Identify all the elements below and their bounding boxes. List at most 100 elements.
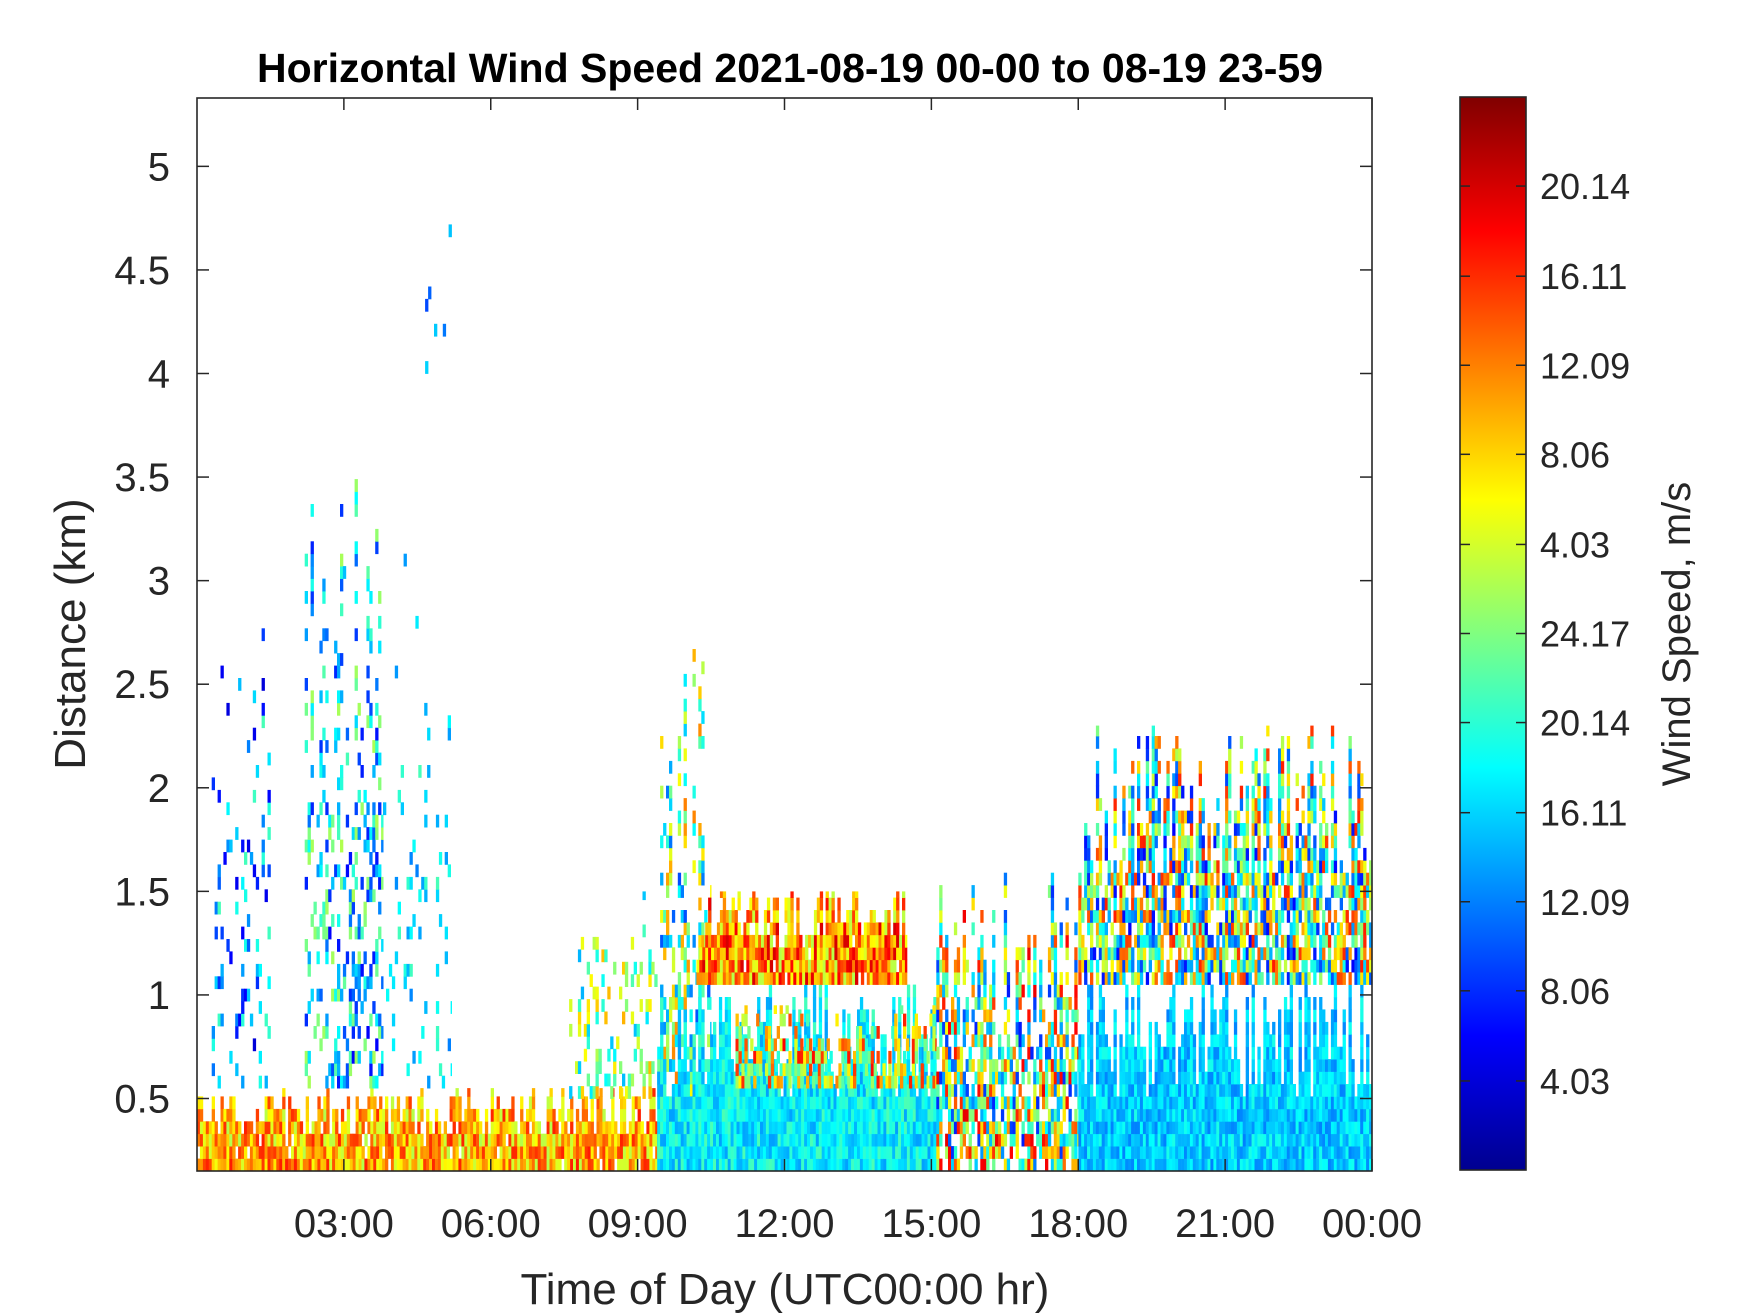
heatmap-cell — [1342, 1084, 1346, 1097]
heatmap-cell — [708, 897, 712, 911]
heatmap-cell — [1345, 1121, 1349, 1135]
heatmap-cell — [258, 1075, 262, 1089]
heatmap-cell — [1000, 1133, 1005, 1147]
heatmap-cell — [345, 752, 350, 766]
heatmap-cell — [771, 1121, 776, 1135]
heatmap-cell — [695, 1009, 699, 1023]
heatmap-cell — [304, 591, 308, 604]
heatmap-cell — [836, 1158, 840, 1172]
heatmap-cell — [918, 1158, 922, 1172]
heatmap-cell — [334, 640, 338, 654]
heatmap-cell — [763, 1084, 767, 1097]
heatmap-cell — [1125, 872, 1129, 886]
heatmap-cell — [296, 1108, 301, 1122]
heatmap-cell — [733, 1084, 737, 1097]
heatmap-cell — [1369, 1121, 1373, 1135]
heatmap-cell — [452, 1108, 456, 1122]
heatmap-cell — [948, 1158, 952, 1172]
heatmap-cell — [273, 1133, 277, 1147]
heatmap-cell — [1195, 1146, 1199, 1159]
heatmap-cell — [619, 1061, 623, 1074]
heatmap-cell — [584, 1158, 588, 1172]
heatmap-cell — [631, 1108, 635, 1122]
heatmap-cell — [534, 1158, 539, 1172]
heatmap-cell — [1125, 1133, 1129, 1147]
heatmap-cell — [765, 1158, 770, 1172]
heatmap-cell — [1092, 1133, 1097, 1147]
heatmap-cell — [1339, 1046, 1343, 1060]
heatmap-cell — [683, 1096, 687, 1110]
heatmap-cell — [1222, 1021, 1226, 1035]
heatmap-cell — [704, 1146, 708, 1159]
heatmap-cell — [821, 1158, 825, 1172]
heatmap-cell — [1110, 1133, 1114, 1147]
heatmap-cell — [842, 1059, 846, 1072]
heatmap-cell — [1000, 1084, 1005, 1097]
heatmap-cell — [1148, 1158, 1152, 1172]
heatmap-cell — [291, 1108, 295, 1122]
heatmap-cell — [1251, 1096, 1255, 1110]
heatmap-cell — [304, 839, 308, 853]
heatmap-cell — [543, 1133, 547, 1147]
heatmap-cell — [710, 1084, 714, 1097]
heatmap-cell — [875, 947, 879, 961]
heatmap-cell — [334, 1063, 338, 1077]
heatmap-cell — [786, 1096, 790, 1110]
heatmap-cell — [849, 972, 853, 985]
heatmap-cell — [261, 715, 265, 729]
heatmap-cell — [310, 578, 314, 592]
heatmap-cell — [677, 997, 682, 1010]
heatmap-cell — [1131, 1009, 1135, 1023]
heatmap-cell — [1236, 1096, 1241, 1110]
heatmap-cell — [1154, 1059, 1158, 1072]
heatmap-cell — [736, 1146, 740, 1159]
heatmap-cell — [255, 939, 260, 952]
heatmap-cell — [921, 1121, 925, 1135]
heatmap-cell — [892, 1121, 896, 1135]
heatmap-cell — [1101, 972, 1105, 985]
heatmap-cell — [552, 1121, 556, 1135]
heatmap-cell — [1280, 1158, 1285, 1172]
heatmap-cell — [794, 1050, 798, 1064]
heatmap-cell — [933, 1133, 937, 1147]
heatmap-cell — [1178, 1108, 1182, 1122]
heatmap-cell — [1107, 1046, 1111, 1060]
heatmap-cell — [1128, 785, 1132, 799]
heatmap-cell — [669, 847, 673, 861]
heatmap-cell — [643, 1158, 647, 1172]
heatmap-cell — [1369, 1133, 1373, 1147]
heatmap-cell — [771, 1108, 776, 1122]
heatmap-cell — [1289, 1096, 1293, 1110]
heatmap-cell — [1131, 897, 1135, 911]
heatmap-cell — [887, 959, 891, 973]
heatmap-cell — [815, 1121, 820, 1135]
heatmap-cell — [1113, 1146, 1117, 1159]
heatmap-cell — [211, 1063, 215, 1077]
heatmap-cell — [1110, 1158, 1114, 1172]
heatmap-cell — [580, 936, 585, 950]
heatmap-cell — [743, 947, 747, 961]
heatmap-cell — [959, 1146, 964, 1159]
heatmap-cell — [1137, 922, 1141, 936]
heatmap-cell — [1116, 1133, 1120, 1147]
heatmap-cell — [857, 1146, 861, 1159]
heatmap-cell — [549, 1121, 553, 1135]
heatmap-cell — [871, 1133, 875, 1147]
heatmap-cell — [942, 1071, 946, 1085]
heatmap-cell — [1369, 1108, 1373, 1122]
heatmap-cell — [345, 864, 350, 878]
heatmap-cell — [669, 798, 673, 811]
heatmap-cell — [354, 802, 358, 816]
heatmap-cell — [1198, 1096, 1202, 1110]
heatmap-cell — [1095, 885, 1100, 898]
heatmap-cell — [620, 1096, 624, 1110]
heatmap-cell — [1116, 947, 1120, 961]
heatmap-cell — [1042, 1071, 1046, 1085]
heatmap-cell — [1251, 1009, 1255, 1023]
heatmap-cell — [680, 910, 684, 923]
heatmap-cell — [279, 1108, 283, 1122]
heatmap-cell — [1222, 1096, 1226, 1110]
heatmap-cell — [1233, 1009, 1238, 1023]
heatmap-cell — [334, 1038, 338, 1052]
heatmap-cell — [727, 1158, 731, 1172]
